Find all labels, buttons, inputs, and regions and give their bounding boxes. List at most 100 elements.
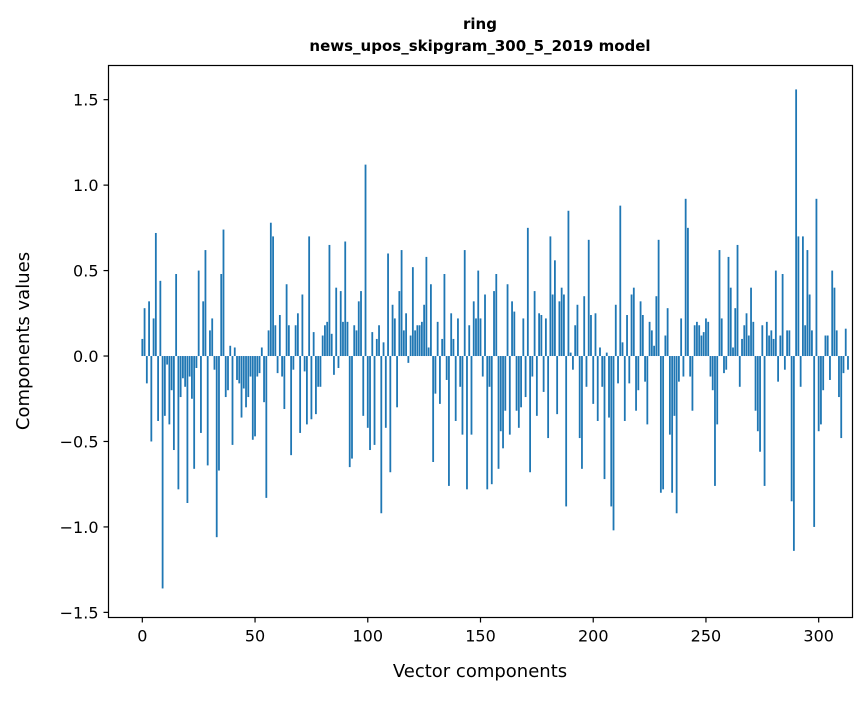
bar-259 <box>725 356 728 370</box>
bar-221 <box>639 301 642 357</box>
bar-270 <box>750 287 752 357</box>
bar-113 <box>396 356 398 408</box>
bar-304 <box>826 335 829 357</box>
bar-238 <box>678 356 680 382</box>
bar-31 <box>211 318 214 357</box>
y-tick-label: −0.5 <box>60 432 99 451</box>
bar-96 <box>357 301 360 357</box>
bar-273 <box>756 356 759 432</box>
bar-10 <box>163 356 166 416</box>
x-tick-label: 150 <box>465 627 496 646</box>
bar-29 <box>206 356 209 466</box>
bar-262 <box>732 347 734 357</box>
y-axis-ticks: −1.5 −1.0 −0.5 0.0 0.5 1.0 1.5 <box>60 91 109 622</box>
bar-225 <box>648 321 651 357</box>
bar-123 <box>418 325 421 357</box>
bar-231 <box>662 356 665 490</box>
y-tick-label: −1.5 <box>60 603 99 622</box>
bar-97 <box>360 291 362 357</box>
bar-244 <box>691 356 694 411</box>
bar-291 <box>797 236 800 357</box>
bar-232 <box>664 335 667 357</box>
bar-241 <box>684 198 687 357</box>
bar-55 <box>265 356 268 498</box>
bar-5 <box>152 318 155 357</box>
x-tick-label: 250 <box>691 627 722 646</box>
bar-119 <box>409 335 412 357</box>
y-tick-label: 0.0 <box>73 347 98 366</box>
bar-8 <box>159 280 162 357</box>
bar-106 <box>380 356 383 514</box>
bar-162 <box>506 284 509 357</box>
bar-27 <box>202 301 205 357</box>
bar-274 <box>759 356 761 452</box>
bar-72 <box>303 356 306 372</box>
bar-87 <box>337 356 340 368</box>
bar-86 <box>335 287 338 357</box>
bar-22 <box>191 356 193 399</box>
chart-title-line-2: news_upos_skipgram_300_5_2019 model <box>309 37 650 55</box>
bar-213 <box>621 342 624 357</box>
bar-131 <box>436 321 439 357</box>
bar-196 <box>583 296 586 357</box>
bar-312 <box>844 328 847 357</box>
bar-174 <box>533 291 536 357</box>
bar-242 <box>687 227 689 357</box>
bar-193 <box>576 304 579 357</box>
bar-50 <box>254 356 256 437</box>
bar-264 <box>736 244 739 357</box>
bar-215 <box>626 315 628 357</box>
bar-154 <box>488 356 491 387</box>
bar-116 <box>402 330 405 357</box>
bar-258 <box>723 356 725 374</box>
bar-295 <box>806 250 809 357</box>
bar-104 <box>375 338 378 357</box>
bar-112 <box>393 318 396 357</box>
bar-170 <box>524 356 527 398</box>
bar-297 <box>811 330 813 357</box>
bar-252 <box>709 356 712 377</box>
bar-235 <box>671 356 674 493</box>
bar-188 <box>565 356 568 507</box>
bar-310 <box>840 356 843 439</box>
bar-155 <box>490 356 493 485</box>
bar-33 <box>215 356 218 538</box>
bar-147 <box>472 301 475 357</box>
bar-84 <box>330 333 333 357</box>
bar-3 <box>148 301 150 357</box>
bar-57 <box>269 222 272 357</box>
bar-23 <box>193 356 196 469</box>
bar-13 <box>170 356 173 391</box>
bar-138 <box>452 338 455 357</box>
bar-219 <box>635 356 637 411</box>
bar-26 <box>200 356 202 433</box>
bar-271 <box>752 321 755 357</box>
bar-47 <box>247 356 250 398</box>
bar-68 <box>294 325 297 357</box>
bar-176 <box>538 313 541 357</box>
bar-233 <box>666 308 669 357</box>
bar-32 <box>213 356 216 370</box>
bar-66 <box>290 356 293 456</box>
bar-15 <box>175 274 178 357</box>
bar-245 <box>693 325 696 357</box>
bar-70 <box>299 356 302 433</box>
y-tick-label: −1.0 <box>60 518 99 537</box>
bar-60 <box>276 356 279 374</box>
bar-139 <box>454 356 457 421</box>
bar-284 <box>781 274 784 357</box>
bar-160 <box>502 356 504 449</box>
bar-19 <box>184 356 187 387</box>
bar-134 <box>443 274 446 357</box>
bar-177 <box>540 315 543 357</box>
bar-240 <box>682 356 685 377</box>
bar-251 <box>707 321 710 357</box>
bar-129 <box>432 356 435 462</box>
bar-192 <box>574 325 577 357</box>
bar-151 <box>481 356 484 377</box>
bar-287 <box>788 330 791 357</box>
bar-185 <box>558 301 561 357</box>
bar-254 <box>714 356 716 486</box>
bar-272 <box>754 356 757 411</box>
bar-46 <box>245 356 247 408</box>
